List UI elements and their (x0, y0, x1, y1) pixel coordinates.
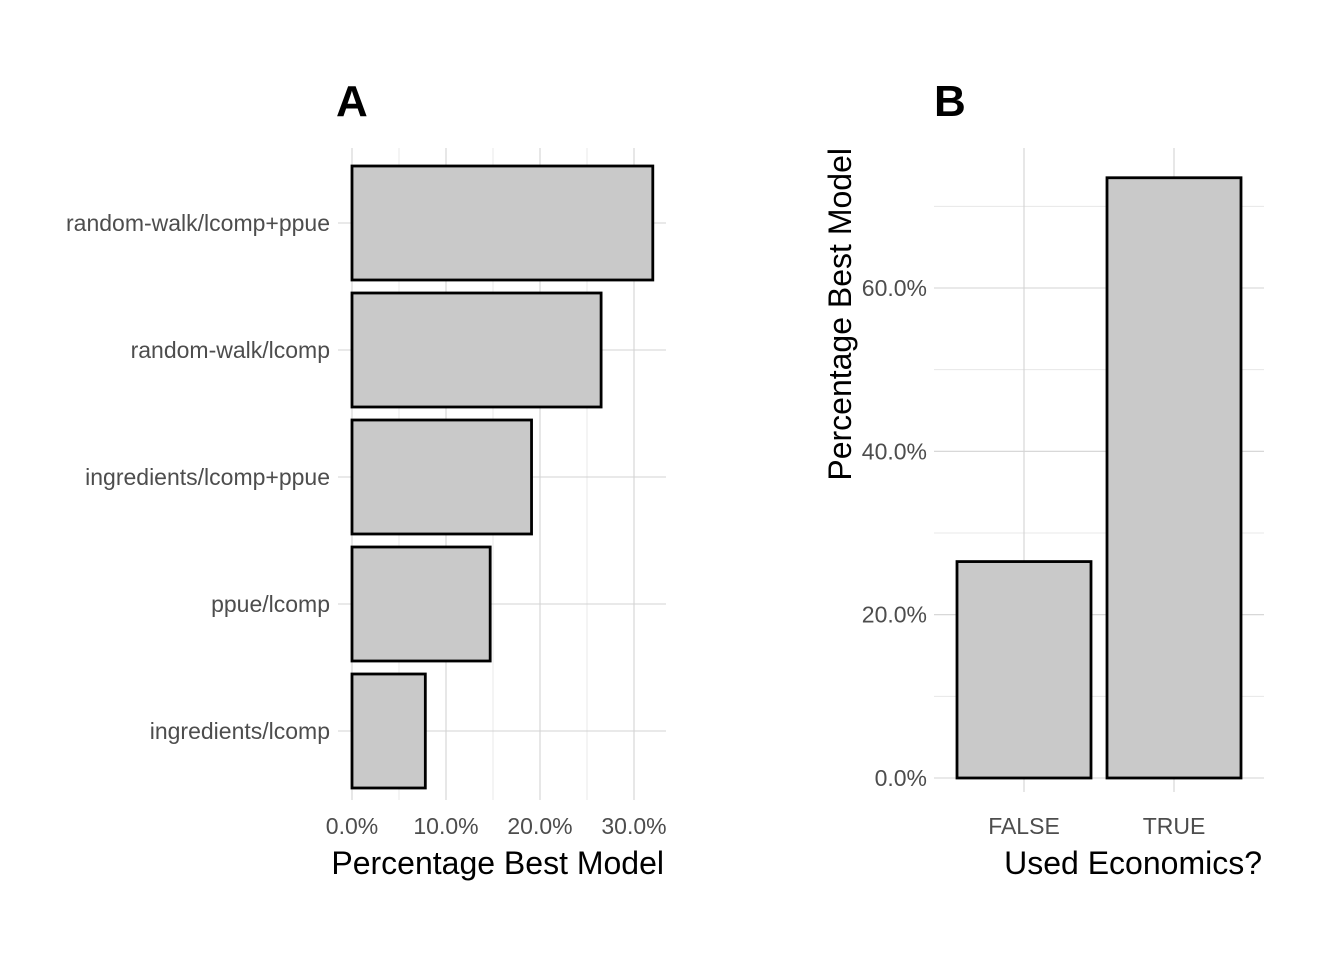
bar-ingredients-lcomp (350, 672, 427, 790)
x-tick-label: 10.0% (413, 813, 478, 839)
panel-b-y-axis-title: Percentage Best Model (822, 148, 858, 481)
panel-a-x-axis-title: Percentage Best Model (331, 845, 664, 881)
y-tick-label: 0.0% (875, 765, 927, 791)
x-tick-label: 30.0% (601, 813, 666, 839)
bar-ppue-lcomp (350, 545, 492, 663)
bar-true (1105, 176, 1243, 780)
panel-b-bars (955, 176, 1243, 780)
bar-random-walk-lcomp-ppue (350, 164, 655, 282)
category-label: ppue/lcomp (211, 591, 330, 617)
panel-b-y-tick-labels: 0.0% 20.0% 40.0% 60.0% (862, 275, 927, 791)
panel-a-bars (350, 164, 655, 790)
category-label: random-walk/lcomp+ppue (66, 210, 330, 236)
y-tick-label: 20.0% (862, 602, 927, 628)
panel-a-x-tick-labels: 0.0% 10.0% 20.0% 30.0% (326, 813, 667, 839)
bar-false (955, 560, 1093, 780)
category-label: FALSE (988, 813, 1060, 839)
category-label: ingredients/lcomp (150, 718, 330, 744)
y-tick-label: 40.0% (862, 438, 927, 464)
category-label: random-walk/lcomp (131, 337, 330, 363)
panel-b-title: B (934, 77, 966, 126)
panel-a-category-labels: random-walk/lcomp+ppue random-walk/lcomp i… (66, 210, 330, 744)
panel-a-title: A (336, 77, 368, 126)
panel-b-x-axis-title: Used Economics? (1004, 845, 1262, 881)
x-tick-label: 20.0% (507, 813, 572, 839)
panel-b-chart: B 0.0% 20.0% 40.0% 60.0% FALSE TRUE Used Eco… (822, 77, 1264, 881)
bar-random-walk-lcomp (350, 291, 603, 409)
panel-a-chart: A random-walk/lcomp+ppuerandom-walk/lcom… (66, 77, 667, 881)
category-label: TRUE (1143, 813, 1206, 839)
y-tick-label: 60.0% (862, 275, 927, 301)
panel-b-category-labels: FALSE TRUE (988, 813, 1205, 839)
category-label: ingredients/lcomp+ppue (85, 464, 330, 490)
bar-ingredients-lcomp-ppue (350, 418, 533, 536)
x-tick-label: 0.0% (326, 813, 378, 839)
